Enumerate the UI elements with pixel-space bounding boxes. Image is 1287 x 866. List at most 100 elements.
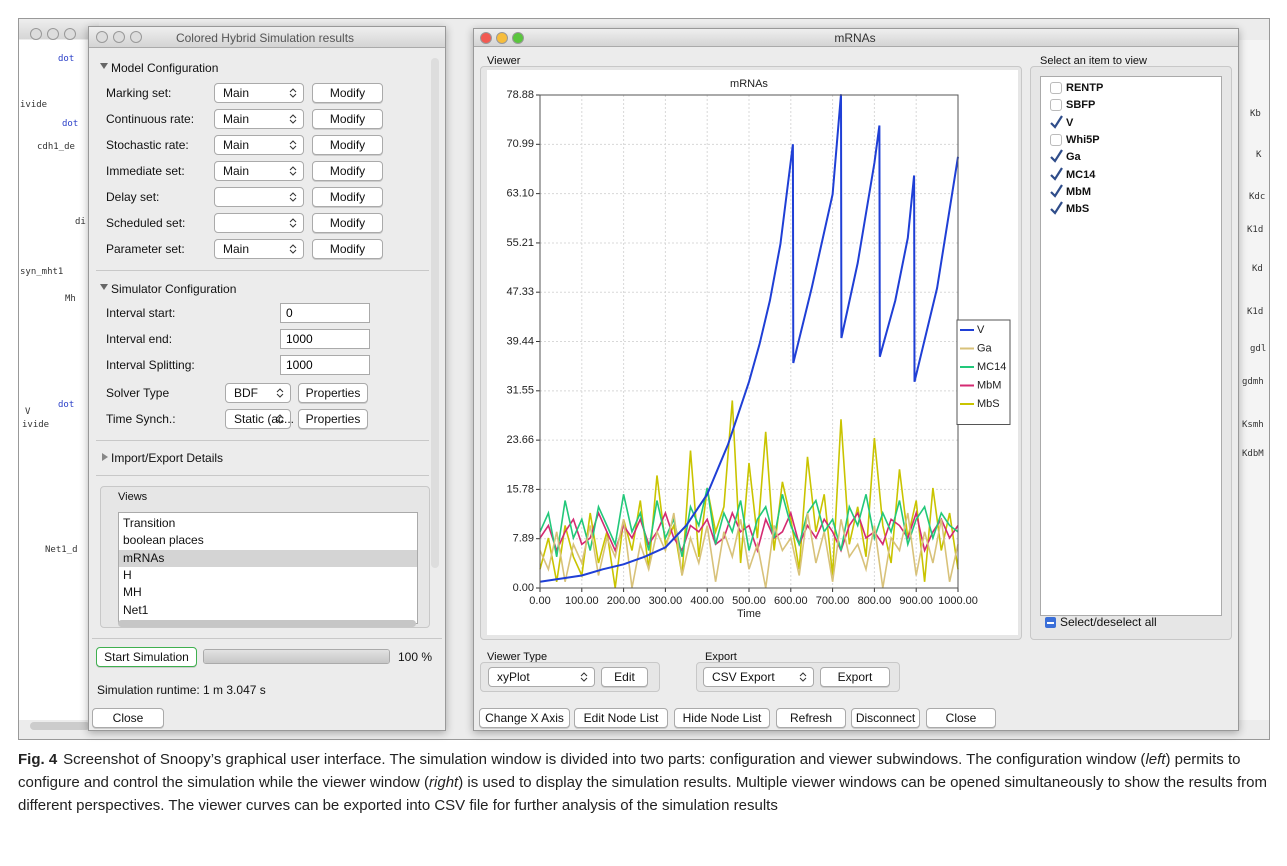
disclosure[interactable] <box>100 63 108 69</box>
canvas-label: Net1_d <box>45 543 78 557</box>
text-input[interactable]: 0 <box>280 303 370 323</box>
legend-label: MbM <box>977 379 1001 391</box>
button[interactable]: Close <box>92 708 164 728</box>
toggle-icon-bar <box>1047 622 1054 624</box>
window-control[interactable] <box>96 31 108 43</box>
item-name[interactable]: RENTP <box>1066 81 1103 95</box>
button[interactable]: Modify <box>312 187 383 207</box>
checkbox[interactable] <box>1050 169 1062 181</box>
button[interactable]: Modify <box>312 161 383 181</box>
item-name[interactable]: Ga <box>1066 150 1081 164</box>
separator <box>96 270 429 271</box>
item-name[interactable]: Whi5P <box>1066 133 1100 147</box>
window-control[interactable] <box>496 32 508 44</box>
window-control[interactable] <box>512 32 524 44</box>
field-label: Parameter set: <box>106 242 185 256</box>
button[interactable]: Export <box>820 667 890 687</box>
list-item[interactable]: mRNAs <box>119 550 417 567</box>
y-tick-label: 15.78 <box>506 483 534 495</box>
toggle-label[interactable]: Select/deselect all <box>1060 615 1157 629</box>
button[interactable]: Modify <box>312 213 383 233</box>
window-control[interactable] <box>64 28 76 40</box>
list-item[interactable]: Transition <box>119 515 417 532</box>
checkmark <box>1049 115 1063 129</box>
button[interactable]: Close <box>926 708 996 728</box>
window-control[interactable] <box>113 31 125 43</box>
checkbox[interactable] <box>1050 99 1062 111</box>
button[interactable]: Modify <box>312 135 383 155</box>
window-control[interactable] <box>130 31 142 43</box>
dropdown[interactable] <box>214 187 304 207</box>
canvas-label: ivide <box>20 98 47 112</box>
caption: Fig. 4 Screenshot of Snoopy’s graphical u… <box>18 748 1270 858</box>
item-name[interactable]: SBFP <box>1066 98 1095 112</box>
field-label: Marking set: <box>106 86 171 100</box>
chart: mRNAs0.007.8915.7823.6631.5539.4447.3355… <box>487 70 1018 635</box>
button[interactable]: Disconnect <box>851 708 920 728</box>
item-name[interactable]: V <box>1066 116 1073 130</box>
field-label: Delay set: <box>106 190 159 204</box>
progress-bar <box>203 649 390 664</box>
text-input[interactable]: 1000 <box>280 329 370 349</box>
caption-text: Screenshot of Snoopy’s graphical user in… <box>63 751 1145 768</box>
list-item[interactable]: boolean places <box>119 532 417 549</box>
y-tick-label: 63.10 <box>506 188 534 200</box>
checkbox[interactable] <box>1050 151 1062 163</box>
list-item[interactable]: MH <box>119 584 417 601</box>
button[interactable]: Properties <box>298 409 368 429</box>
button[interactable]: Start Simulation <box>96 647 197 667</box>
button[interactable]: Modify <box>312 239 383 259</box>
button[interactable]: Modify <box>312 83 383 103</box>
y-tick-label: 23.66 <box>506 434 534 446</box>
window-control[interactable] <box>47 28 59 40</box>
window-control[interactable] <box>480 32 492 44</box>
field-label: Stochastic rate: <box>106 138 189 152</box>
text-input[interactable]: 1000 <box>280 355 370 375</box>
button[interactable]: Refresh <box>776 708 846 728</box>
x-tick-label: 800.00 <box>858 595 892 607</box>
checkbox[interactable] <box>1050 134 1062 146</box>
disclosure[interactable] <box>102 453 108 461</box>
canvas-label: cdh1_de <box>37 140 75 154</box>
button[interactable]: Change X Axis <box>479 708 570 728</box>
dropdown[interactable]: Main <box>214 239 304 259</box>
button[interactable]: Hide Node List <box>674 708 770 728</box>
canvas-label: K1d <box>1247 305 1263 319</box>
canvas-label: Kd <box>1252 262 1263 276</box>
dropdown[interactable]: CSV Export <box>703 667 814 687</box>
dropdown[interactable]: BDF <box>225 383 291 403</box>
x-tick-label: 500.00 <box>732 595 766 607</box>
caption-label: Fig. 4 <box>18 751 57 768</box>
button[interactable]: Properties <box>298 383 368 403</box>
dropdown-arrows <box>289 191 297 203</box>
dropdown[interactable]: Main <box>214 83 304 103</box>
button[interactable]: Edit Node List <box>574 708 668 728</box>
dropdown[interactable]: Static (ac... <box>225 409 291 429</box>
dropdown-arrows <box>580 671 588 683</box>
section-heading: Model Configuration <box>111 61 218 75</box>
window-control[interactable] <box>30 28 42 40</box>
button[interactable]: Edit <box>601 667 648 687</box>
canvas-label: di <box>75 215 86 229</box>
button[interactable]: Modify <box>312 109 383 129</box>
dropdown[interactable]: Main <box>214 109 304 129</box>
canvas-label: K <box>1256 148 1261 162</box>
canvas-label: Ksmh <box>1242 418 1264 432</box>
list-item[interactable]: H <box>119 567 417 584</box>
checkbox[interactable] <box>1050 203 1062 215</box>
checkbox[interactable] <box>1050 117 1062 129</box>
dropdown[interactable]: xyPlot <box>488 667 595 687</box>
dropdown[interactable]: Main <box>214 161 304 181</box>
checkbox[interactable] <box>1050 82 1062 94</box>
dropdown-arrows <box>289 113 297 125</box>
checkbox[interactable] <box>1050 186 1062 198</box>
canvas-label: gdmh <box>1242 375 1264 389</box>
item-name[interactable]: MC14 <box>1066 168 1095 182</box>
item-name[interactable]: MbS <box>1066 202 1089 216</box>
dropdown[interactable]: Main <box>214 135 304 155</box>
dropdown[interactable] <box>214 213 304 233</box>
legend-label: Ga <box>977 342 993 354</box>
disclosure[interactable] <box>100 284 108 290</box>
list-item[interactable]: Net1 <box>119 602 417 619</box>
item-name[interactable]: MbM <box>1066 185 1091 199</box>
